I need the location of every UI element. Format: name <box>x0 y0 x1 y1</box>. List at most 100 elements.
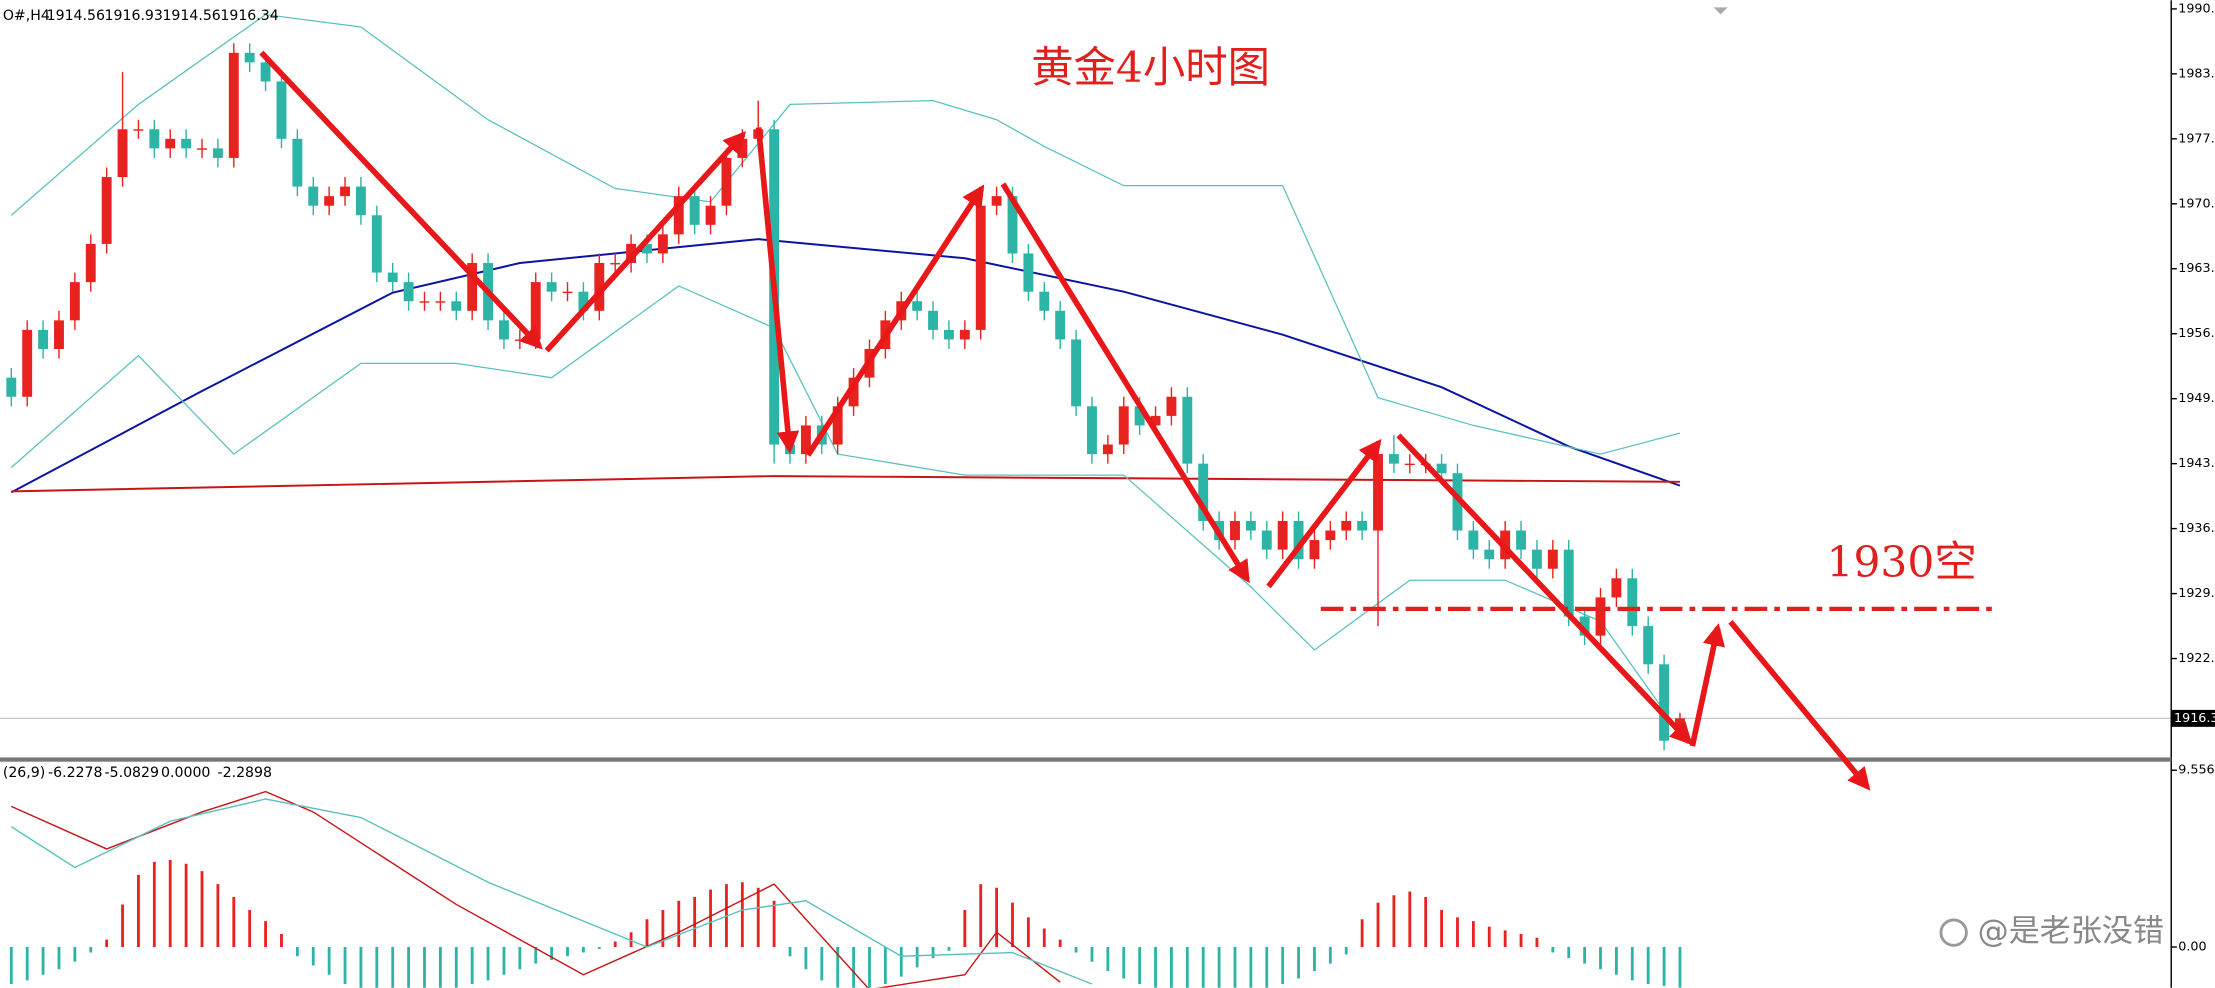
watermark-icon <box>1939 918 1968 947</box>
candle-body <box>1373 454 1383 531</box>
arrow <box>544 131 747 353</box>
arrow <box>1266 438 1382 589</box>
candle-body <box>530 282 541 340</box>
candle-body <box>451 301 462 311</box>
arrow <box>805 184 985 457</box>
arrow <box>1728 620 1871 791</box>
annotation-arrows <box>259 50 1871 791</box>
candle-body <box>1245 520 1256 531</box>
current-price-box <box>2171 709 2215 727</box>
macd-line <box>10 798 1093 985</box>
y-tick-label: 1929.4 <box>2178 585 2215 600</box>
candle-body <box>912 301 923 311</box>
candle-body <box>594 263 605 311</box>
candle-body <box>800 425 811 455</box>
candle-body <box>1023 253 1034 292</box>
candle-body <box>991 196 1002 206</box>
candle-body <box>1484 549 1495 560</box>
candle-body <box>340 186 350 197</box>
candle-body <box>1277 520 1288 550</box>
indicator-line <box>10 13 1681 455</box>
candle-body <box>832 406 843 445</box>
y-tick-label: 9.5562 <box>2178 762 2215 777</box>
candle-body <box>514 339 525 341</box>
annotation-label: 1930空 <box>1827 537 1977 586</box>
candle-body <box>1516 530 1526 550</box>
candle-body <box>546 282 557 292</box>
arrow <box>1000 182 1250 584</box>
candle-body <box>673 196 684 235</box>
symbol-label: O#,H4 <box>3 8 50 24</box>
candle-body <box>54 320 64 350</box>
candle-body <box>324 196 335 206</box>
watermark: @是老张没错 <box>1939 914 2164 950</box>
candle-body <box>1166 396 1177 416</box>
candle-body <box>1357 520 1368 531</box>
candle-body <box>1293 520 1304 560</box>
candle-body <box>642 243 652 254</box>
candle-body <box>562 291 573 294</box>
header-low: 1914.56 <box>162 8 220 24</box>
candle-body <box>1341 520 1352 531</box>
pane-separator <box>0 757 2172 762</box>
candle-body <box>1007 196 1018 254</box>
y-tick-label: 1956.6 <box>2178 325 2215 340</box>
y-tick-label: 1983.8 <box>2178 65 2215 80</box>
candle-body <box>848 377 859 407</box>
y-tick-label: 1936.2 <box>2178 520 2215 535</box>
header-high: 1916.93 <box>105 8 163 24</box>
y-tick-label: 1922.6 <box>2178 650 2215 665</box>
candle-body <box>1198 463 1209 521</box>
candle-body <box>22 329 33 397</box>
y-tick-label: 1963.4 <box>2178 260 2215 275</box>
candle-body <box>403 282 414 302</box>
candle-body <box>1531 549 1542 569</box>
header-open: 1914.56 <box>47 8 105 24</box>
candle-body <box>38 329 49 350</box>
candle-body <box>1404 463 1415 466</box>
candle-body <box>1563 549 1574 617</box>
candle-body <box>149 129 160 149</box>
candle-body <box>1643 626 1654 665</box>
candle-body <box>435 301 446 303</box>
candle-body <box>943 329 954 340</box>
candle-body <box>1230 520 1240 541</box>
candle-body <box>610 263 621 265</box>
candle-body <box>355 186 366 216</box>
candle-body <box>1261 530 1272 550</box>
candle-body <box>1309 540 1320 560</box>
candle-body <box>1055 310 1066 340</box>
y-tick-label: 0.00 <box>2178 939 2206 954</box>
candle-body <box>181 138 192 149</box>
candle-body <box>1087 406 1097 455</box>
macd-header-value: -5.0829 <box>105 765 159 781</box>
macd-params: (26,9) <box>3 765 45 781</box>
candle-body <box>1547 549 1558 569</box>
arrow <box>259 50 543 350</box>
macd-line <box>11 790 1061 988</box>
candle-body <box>467 263 478 311</box>
candle-body <box>133 129 144 131</box>
y-tick-label: 1943.0 <box>2178 455 2215 470</box>
candle-body <box>689 196 700 225</box>
candle-body <box>1118 406 1129 445</box>
candle-body <box>371 215 382 273</box>
y-tick-label: 1970.2 <box>2178 195 2215 210</box>
candle-body <box>657 234 668 254</box>
candle-body <box>276 81 287 139</box>
candle-body <box>1039 291 1050 311</box>
candle-body <box>959 329 970 340</box>
y-tick-label: 1949.8 <box>2178 390 2215 405</box>
candle-body <box>117 129 128 178</box>
candle-body <box>1611 578 1622 598</box>
watermark-text: @是老张没错 <box>1978 914 2164 950</box>
macd-header-value: 0.0000 <box>161 765 210 781</box>
candle-body <box>1388 454 1399 464</box>
candle-body <box>975 205 986 330</box>
candle-body <box>387 272 398 283</box>
y-tick-label: 1977.0 <box>2178 130 2215 145</box>
candle-body <box>578 291 589 311</box>
candle-body <box>1468 530 1479 550</box>
